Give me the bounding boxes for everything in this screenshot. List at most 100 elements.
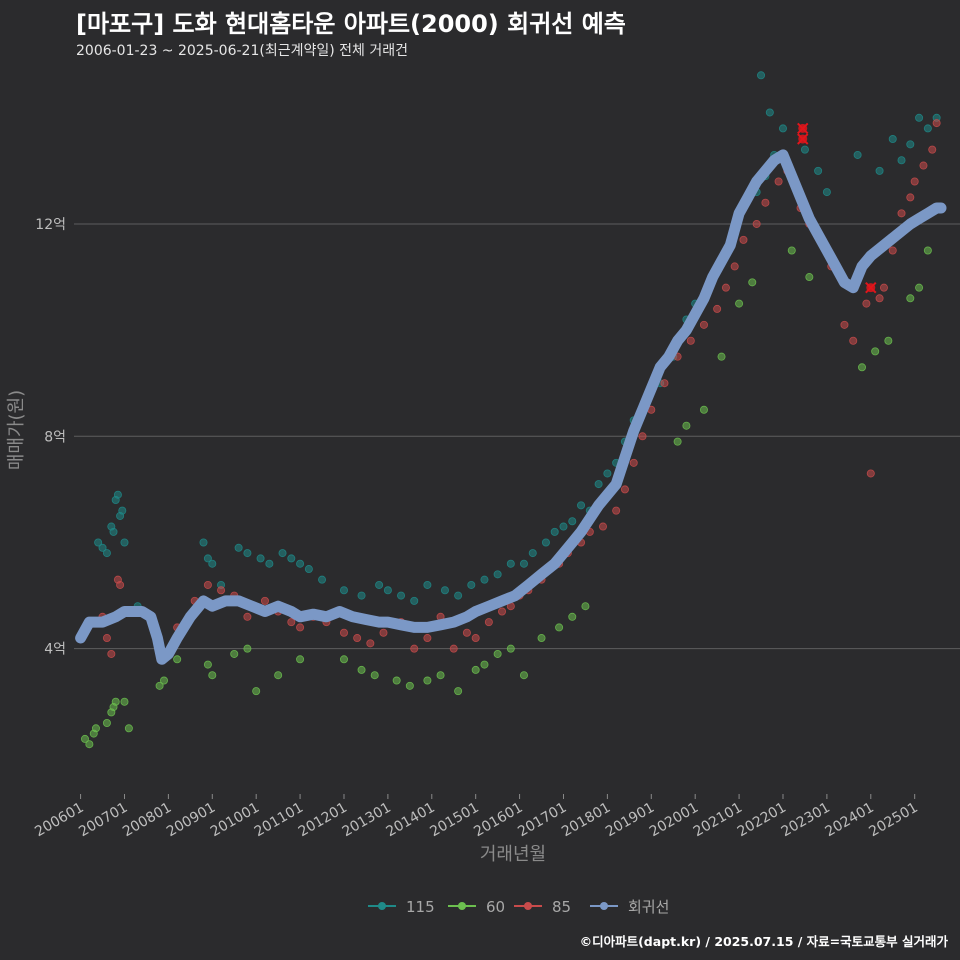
data-point-85 xyxy=(217,586,226,595)
x-tick-label: 202501 xyxy=(866,800,920,841)
data-point-60 xyxy=(480,660,489,669)
data-point-60 xyxy=(155,681,164,690)
data-point-115 xyxy=(296,559,305,568)
data-point-85 xyxy=(353,634,362,643)
highlight-marker xyxy=(865,281,877,294)
data-point-85 xyxy=(928,145,937,154)
data-point-85 xyxy=(862,299,871,308)
data-point-115 xyxy=(765,108,774,117)
data-point-60 xyxy=(203,660,212,669)
data-point-115 xyxy=(541,538,550,547)
data-point-85 xyxy=(774,177,783,186)
data-point-60 xyxy=(787,246,796,255)
data-point-60 xyxy=(581,602,590,611)
x-tick-label: 201101 xyxy=(252,800,306,841)
data-point-115 xyxy=(98,543,107,552)
data-point-60 xyxy=(568,612,577,621)
x-tick-label: 200601 xyxy=(32,800,86,841)
data-point-85 xyxy=(287,618,296,627)
data-point-115 xyxy=(506,559,515,568)
x-tick-label: 201001 xyxy=(208,800,262,841)
data-point-115 xyxy=(94,538,103,547)
data-point-115 xyxy=(375,580,384,589)
data-point-115 xyxy=(800,145,809,154)
data-point-85 xyxy=(471,634,480,643)
data-point-85 xyxy=(366,639,375,648)
x-axis-title: 거래년월 xyxy=(480,844,546,865)
data-point-60 xyxy=(405,681,414,690)
legend-item-회귀선: 회귀선 xyxy=(590,898,669,916)
series-115-points xyxy=(94,71,941,611)
y-tick-label: 12억 xyxy=(35,217,66,233)
data-point-60 xyxy=(915,283,924,292)
data-point-60 xyxy=(555,623,564,632)
data-point-115 xyxy=(594,480,603,489)
data-point-85 xyxy=(840,320,849,329)
data-point-60 xyxy=(871,347,880,356)
data-point-60 xyxy=(230,649,239,658)
data-point-115 xyxy=(480,575,489,584)
data-point-85 xyxy=(879,283,888,292)
data-point-115 xyxy=(339,586,348,595)
data-point-115 xyxy=(467,580,476,589)
data-point-115 xyxy=(493,570,502,579)
data-point-115 xyxy=(528,549,537,558)
x-tick-label: 201901 xyxy=(603,800,657,841)
series-60-points xyxy=(80,246,932,749)
data-point-115 xyxy=(304,565,313,574)
data-point-115 xyxy=(550,527,559,536)
data-point-60 xyxy=(243,644,252,653)
data-point-85 xyxy=(849,336,858,345)
data-point-60 xyxy=(493,649,502,658)
data-point-60 xyxy=(519,671,528,680)
data-point-115 xyxy=(118,506,127,515)
data-point-115 xyxy=(203,554,212,563)
data-point-85 xyxy=(713,304,722,313)
x-tick-label: 201801 xyxy=(559,800,613,841)
data-point-115 xyxy=(357,591,366,600)
highlight-points xyxy=(797,122,877,294)
data-point-85 xyxy=(484,618,493,627)
data-point-115 xyxy=(318,575,327,584)
data-point-60 xyxy=(252,687,261,696)
data-point-85 xyxy=(449,644,458,653)
data-point-115 xyxy=(243,549,252,558)
legend-item-85: 85 xyxy=(514,898,571,916)
data-point-115 xyxy=(109,527,118,536)
data-point-85 xyxy=(339,628,348,637)
data-point-115 xyxy=(814,166,823,175)
x-tick-label: 202201 xyxy=(735,800,789,841)
x-axis-ticks: 2006012007012008012009012010012011012012… xyxy=(32,794,921,841)
legend-swatch-dot xyxy=(600,902,608,910)
x-tick-label: 202001 xyxy=(647,800,701,841)
x-tick-label: 200901 xyxy=(164,800,218,841)
data-point-85 xyxy=(296,623,305,632)
data-point-60 xyxy=(454,687,463,696)
data-point-60 xyxy=(339,655,348,664)
legend-label: 115 xyxy=(406,898,435,916)
data-point-115 xyxy=(888,135,897,144)
data-point-60 xyxy=(537,634,546,643)
data-point-85 xyxy=(102,634,111,643)
data-point-115 xyxy=(113,490,122,499)
legend-label: 60 xyxy=(486,898,505,916)
y-axis-title: 매매가(원) xyxy=(6,390,27,470)
x-tick-label: 201401 xyxy=(383,800,437,841)
data-point-115 xyxy=(853,150,862,159)
data-point-85 xyxy=(612,506,621,515)
data-point-85 xyxy=(629,458,638,467)
x-tick-label: 201201 xyxy=(296,800,350,841)
series-85-points xyxy=(98,119,941,658)
data-point-115 xyxy=(454,591,463,600)
data-point-60 xyxy=(120,697,129,706)
y-axis-ticks: 4억 8억 12억 xyxy=(35,217,66,658)
data-point-85 xyxy=(410,644,419,653)
highlight-marker xyxy=(797,133,809,145)
legend: 115 60 85 회귀선 xyxy=(368,898,669,916)
data-point-115 xyxy=(199,538,208,547)
x-tick-label: 202401 xyxy=(822,800,876,841)
legend-label: 85 xyxy=(552,898,571,916)
data-point-60 xyxy=(436,671,445,680)
data-point-115 xyxy=(875,166,884,175)
data-point-115 xyxy=(519,559,528,568)
